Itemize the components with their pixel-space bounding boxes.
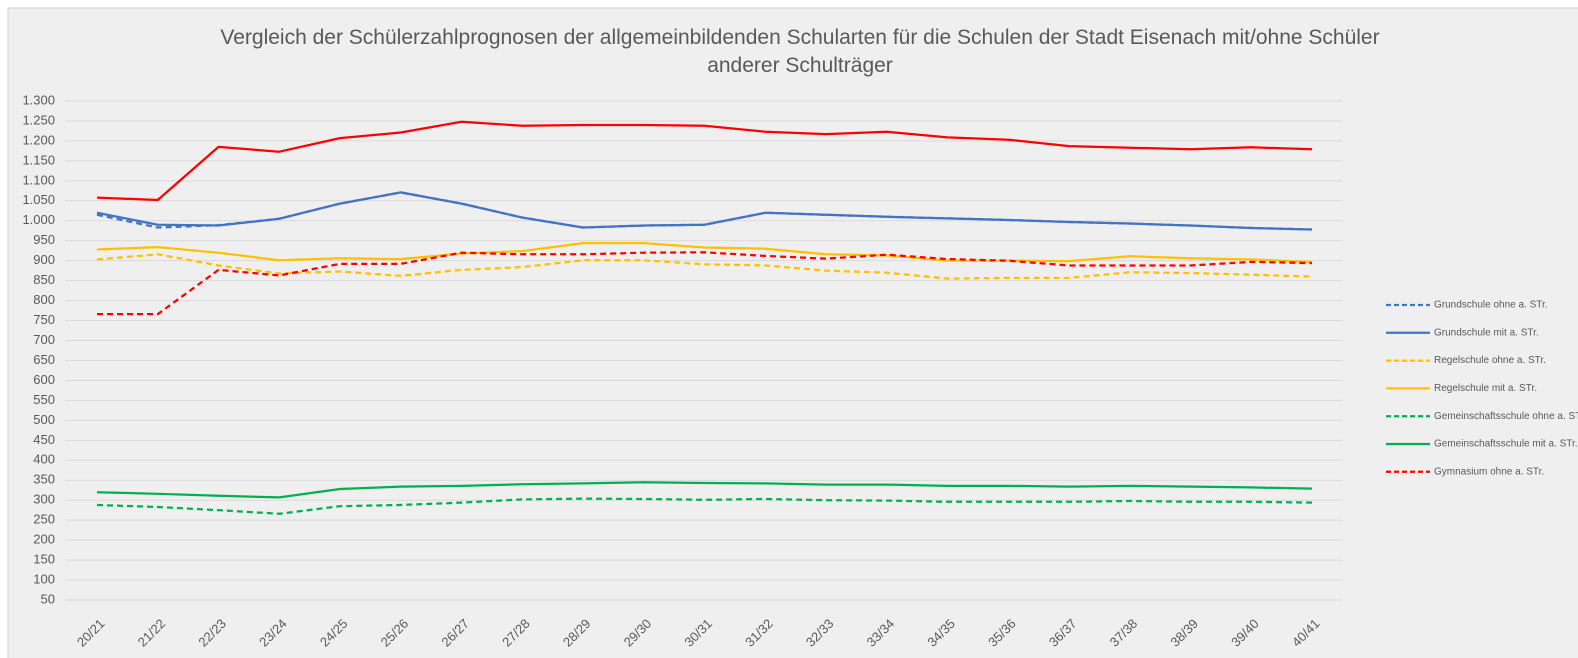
legend-label: Gemeinschaftsschule ohne a. STr. bbox=[1434, 411, 1578, 422]
y-tick-label: 1.050 bbox=[22, 192, 55, 207]
y-tick-label: 1.200 bbox=[22, 132, 55, 147]
y-tick-label: 50 bbox=[41, 591, 55, 606]
series-line bbox=[96, 497, 1313, 515]
y-tick-label: 1.000 bbox=[22, 212, 55, 227]
y-tick-label: 1.100 bbox=[22, 172, 55, 187]
y-tick-label: 900 bbox=[33, 252, 55, 267]
y-tick-label: 700 bbox=[33, 332, 55, 347]
series-line bbox=[96, 241, 1313, 264]
y-tick-label: 750 bbox=[33, 312, 55, 327]
y-tick-label: 100 bbox=[33, 571, 55, 586]
y-tick-label: 550 bbox=[33, 392, 55, 407]
series-line bbox=[96, 120, 1313, 202]
y-tick-label: 250 bbox=[33, 512, 55, 527]
series-line bbox=[96, 191, 1313, 231]
y-tick-label: 1.150 bbox=[22, 152, 55, 167]
y-tick-label: 350 bbox=[33, 472, 55, 487]
series-line bbox=[96, 481, 1313, 499]
y-tick-label: 650 bbox=[33, 352, 55, 367]
legend-label: Gemeinschaftsschule mit a. STr. bbox=[1434, 439, 1578, 450]
y-tick-label: 600 bbox=[33, 372, 55, 387]
y-tick-label: 500 bbox=[33, 412, 55, 427]
legend-label: Gymnasium ohne a. STr. bbox=[1434, 466, 1544, 477]
y-tick-label: 1.300 bbox=[22, 92, 55, 107]
chart-title: Vergleich der Schülerzahlprognosen der a… bbox=[220, 26, 1380, 77]
y-tick-label: 800 bbox=[33, 292, 55, 307]
y-tick-label: 950 bbox=[33, 232, 55, 247]
legend-label: Regelschule mit a. STr. bbox=[1434, 383, 1537, 394]
y-tick-label: 200 bbox=[33, 532, 55, 547]
y-tick-label: 850 bbox=[33, 272, 55, 287]
y-tick-label: 300 bbox=[33, 492, 55, 507]
series-line bbox=[97, 251, 1313, 316]
y-tick-label: 450 bbox=[33, 432, 55, 447]
y-tick-label: 1.250 bbox=[22, 112, 55, 127]
y-tick-label: 150 bbox=[33, 552, 55, 567]
legend-label: Grundschule mit a. STr. bbox=[1434, 327, 1539, 338]
y-tick-label: 400 bbox=[33, 452, 55, 467]
legend-label: Grundschule ohne a. STr. bbox=[1434, 300, 1548, 311]
chart-area bbox=[7, 7, 1578, 658]
legend-label: Regelschule ohne a. STr. bbox=[1434, 355, 1546, 366]
series-line bbox=[96, 253, 1313, 280]
